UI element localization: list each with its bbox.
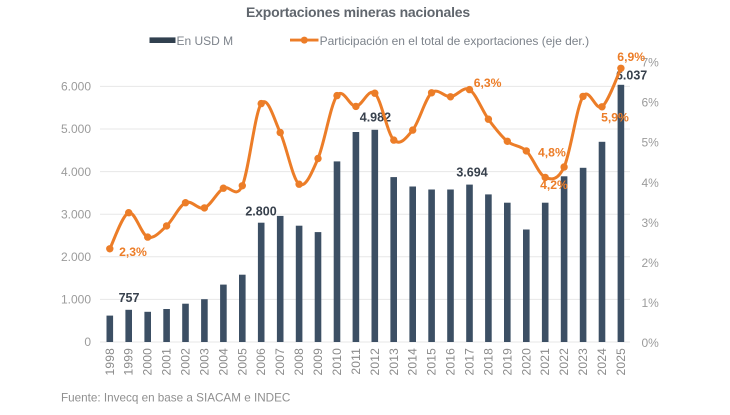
svg-text:1998: 1998: [103, 348, 117, 376]
svg-text:4,8%: 4,8%: [538, 145, 566, 159]
svg-text:2.800: 2.800: [245, 204, 276, 218]
svg-text:1999: 1999: [122, 348, 136, 376]
svg-text:2023: 2023: [576, 348, 590, 376]
svg-text:2018: 2018: [481, 348, 495, 376]
svg-text:2015: 2015: [425, 348, 439, 376]
svg-text:5%: 5%: [642, 136, 660, 150]
svg-text:2025: 2025: [614, 348, 628, 376]
svg-text:Exportaciones mineras nacional: Exportaciones mineras nacionales: [246, 4, 470, 20]
svg-text:2006: 2006: [254, 348, 268, 376]
svg-text:2010: 2010: [330, 348, 344, 376]
svg-text:2024: 2024: [595, 348, 609, 376]
svg-text:2013: 2013: [387, 348, 401, 376]
svg-text:2012: 2012: [368, 348, 382, 376]
svg-text:2,3%: 2,3%: [119, 245, 147, 259]
svg-text:4%: 4%: [642, 176, 660, 190]
svg-text:2.000: 2.000: [61, 250, 91, 264]
svg-text:2020: 2020: [519, 348, 533, 376]
svg-text:757: 757: [119, 291, 140, 305]
svg-text:0%: 0%: [642, 336, 660, 350]
svg-text:En USD M: En USD M: [177, 34, 234, 48]
svg-text:2008: 2008: [292, 348, 306, 376]
svg-text:3.000: 3.000: [61, 207, 91, 221]
svg-text:2004: 2004: [216, 348, 230, 376]
svg-text:Participación en el total de e: Participación en el total de exportacion…: [320, 34, 589, 48]
svg-text:6,3%: 6,3%: [474, 76, 502, 90]
svg-text:2002: 2002: [179, 348, 193, 376]
svg-text:4.000: 4.000: [61, 165, 91, 179]
svg-text:6%: 6%: [642, 96, 660, 110]
svg-text:3%: 3%: [642, 216, 660, 230]
svg-text:6.000: 6.000: [61, 80, 91, 94]
svg-text:2000: 2000: [141, 348, 155, 376]
svg-text:7%: 7%: [642, 56, 660, 70]
svg-text:2016: 2016: [444, 348, 458, 376]
svg-text:1.000: 1.000: [61, 293, 91, 307]
svg-text:2014: 2014: [406, 348, 420, 376]
svg-text:0: 0: [84, 335, 91, 349]
svg-text:2021: 2021: [538, 348, 552, 376]
svg-text:2022: 2022: [557, 348, 571, 376]
svg-text:6,9%: 6,9%: [617, 50, 645, 64]
svg-text:5.000: 5.000: [61, 122, 91, 136]
svg-text:2%: 2%: [642, 256, 660, 270]
svg-text:6.037: 6.037: [616, 69, 647, 83]
svg-text:2001: 2001: [160, 348, 174, 376]
svg-text:1%: 1%: [642, 296, 660, 310]
svg-text:4,2%: 4,2%: [540, 178, 568, 192]
svg-text:2003: 2003: [197, 348, 211, 376]
svg-text:2019: 2019: [500, 348, 514, 376]
svg-text:2005: 2005: [235, 348, 249, 376]
svg-text:2007: 2007: [273, 348, 287, 376]
svg-text:Fuente: Invecq en base a SIACA: Fuente: Invecq en base a SIACAM e INDEC: [61, 392, 290, 405]
svg-text:3.694: 3.694: [456, 165, 487, 179]
svg-text:5,9%: 5,9%: [601, 111, 629, 125]
svg-text:2017: 2017: [463, 348, 477, 376]
svg-text:2009: 2009: [311, 348, 325, 376]
svg-text:2011: 2011: [349, 348, 363, 375]
